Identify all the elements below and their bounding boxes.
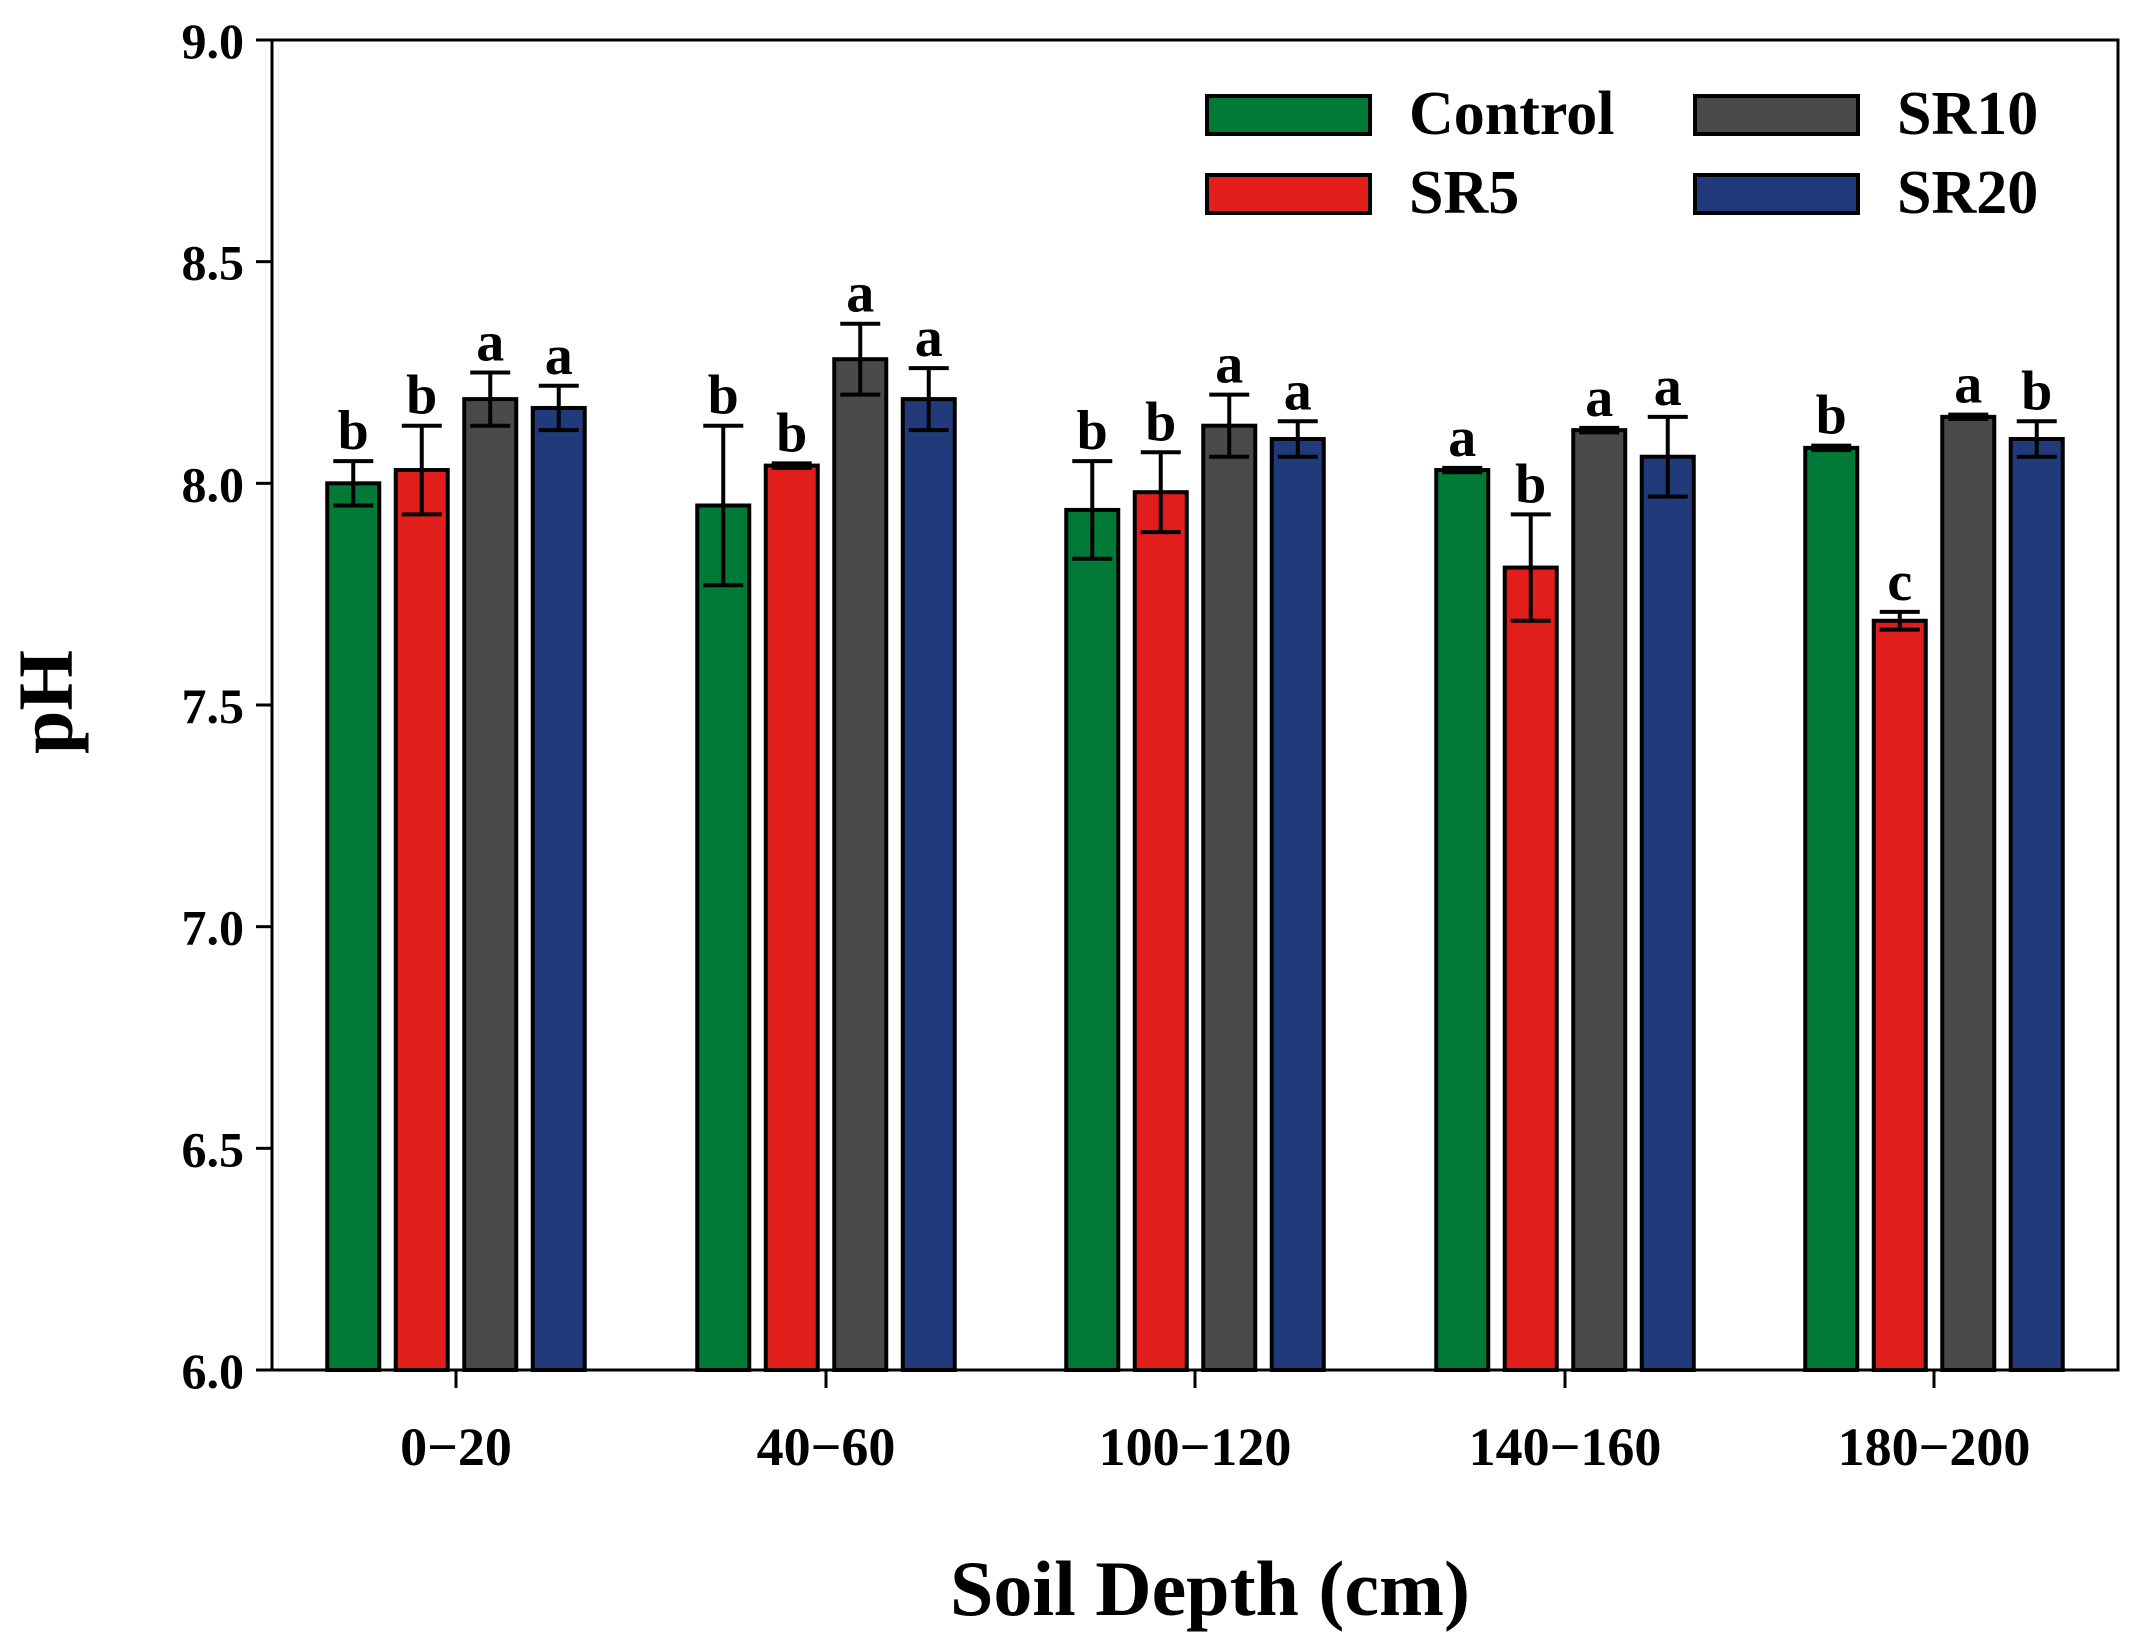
significance-letter: c [1887, 551, 1912, 613]
x-axis-label: Soil Depth (cm) [950, 1545, 1470, 1632]
legend: Control SR5 SR10 SR20 [1205, 80, 2038, 227]
bar-control [325, 481, 382, 1373]
significance-letter: a [1654, 356, 1682, 418]
significance-letter: a [476, 312, 504, 374]
bar-sr20 [1639, 454, 1696, 1372]
x-tick-label: 180−200 [1838, 1417, 2031, 1477]
bar-sr20 [530, 405, 587, 1372]
y-tick-label: 7.5 [182, 678, 245, 734]
y-axis-label: pH [2, 650, 89, 754]
significance-letter: b [406, 365, 437, 427]
significance-letter: b [1145, 391, 1176, 453]
significance-letter: a [545, 325, 573, 387]
bar-control [1434, 468, 1491, 1372]
bar-sr5 [1132, 490, 1189, 1372]
bar-sr10 [1201, 423, 1258, 1372]
bar-sr5 [1871, 618, 1928, 1372]
legend-label-sr10: SR10 [1897, 80, 2038, 148]
bars-layer [325, 357, 2065, 1373]
x-tick-label: 140−160 [1469, 1417, 1662, 1477]
significance-letter: b [2021, 360, 2052, 422]
bar-sr10 [462, 397, 519, 1373]
significance-letter: a [915, 307, 943, 369]
bar-sr20 [900, 397, 957, 1373]
significance-letter: b [1077, 400, 1108, 462]
legend-swatch-control [1205, 94, 1372, 136]
bar-sr10 [1940, 414, 1997, 1373]
y-tick-label: 8.5 [182, 235, 245, 291]
legend-swatch-sr20 [1693, 173, 1860, 215]
significance-letter: a [846, 263, 874, 325]
significance-letter: b [776, 402, 807, 464]
significance-letter: a [1284, 360, 1312, 422]
significance-letter: b [1816, 385, 1847, 447]
bar-sr5 [1502, 565, 1559, 1372]
bar-sr10 [832, 357, 889, 1372]
y-tick-label: 7.0 [182, 900, 245, 956]
legend-label-control: Control [1409, 80, 1615, 148]
bar-control [695, 503, 752, 1372]
y-tick-label: 9.0 [182, 13, 245, 69]
bar-sr20 [1269, 437, 1326, 1372]
significance-letter: a [1954, 354, 1982, 416]
bar-sr5 [763, 463, 820, 1373]
bar-sr5 [393, 468, 450, 1372]
y-tick-label: 6.0 [182, 1343, 245, 1399]
x-tick-label: 40−60 [757, 1417, 896, 1477]
y-tick-label: 8.0 [182, 456, 245, 512]
significance-letter: a [1585, 367, 1613, 429]
x-tick-label: 0−20 [400, 1417, 512, 1477]
significance-letter: b [1515, 453, 1546, 515]
bar-control [1803, 445, 1860, 1373]
bar-sr10 [1571, 428, 1628, 1372]
significance-letter: b [338, 400, 369, 462]
axes-layer: 6.0 6.5 7.0 7.5 8.0 8.5 9.0 0−20 40−60 100−120 140… [182, 13, 2120, 1477]
legend-swatch-sr5 [1205, 173, 1372, 215]
x-tick-label: 100−120 [1099, 1417, 1292, 1477]
legend-swatch-sr10 [1693, 94, 1860, 136]
error-bars-layer [333, 321, 2057, 632]
significance-letter: a [1448, 407, 1476, 469]
y-tick-label: 6.5 [182, 1121, 245, 1177]
legend-label-sr20: SR20 [1897, 159, 2038, 227]
significance-letter: a [1215, 334, 1243, 396]
bar-control [1064, 507, 1121, 1372]
bar-sr20 [2008, 437, 2065, 1372]
legend-label-sr5: SR5 [1409, 159, 1519, 227]
significance-letter: b [708, 365, 739, 427]
